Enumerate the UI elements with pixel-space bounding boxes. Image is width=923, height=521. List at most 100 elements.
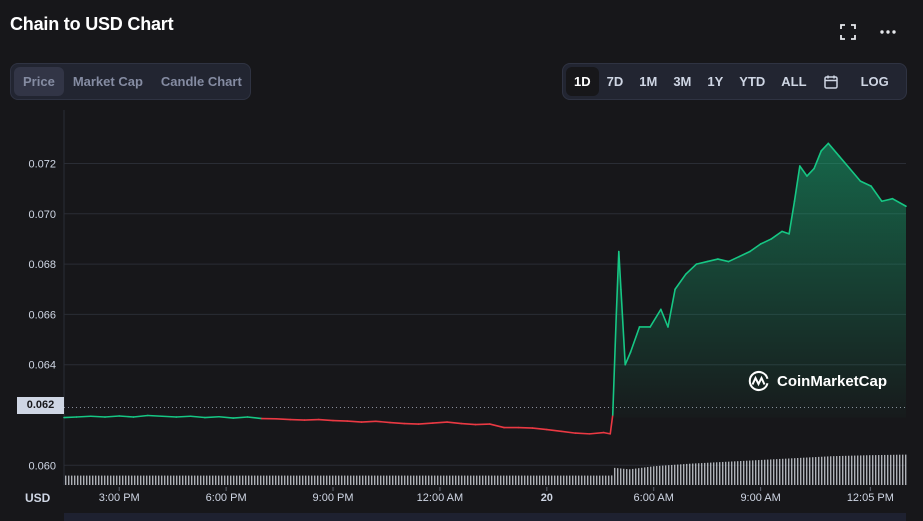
volume-bar [113, 475, 115, 485]
volume-bar [821, 456, 823, 485]
volume-bar [551, 475, 553, 485]
volume-bar [344, 475, 346, 485]
log-toggle[interactable]: LOG [860, 74, 889, 89]
volume-bar [893, 454, 895, 485]
volume-bar [797, 457, 799, 485]
volume-bar [758, 460, 760, 485]
price-line-segment [615, 250, 620, 316]
volume-bar [377, 475, 379, 485]
volume-bar [413, 475, 415, 485]
volume-bar [722, 461, 724, 485]
volume-bar [515, 475, 517, 485]
volume-bar [452, 475, 454, 485]
volume-bar [137, 475, 139, 485]
volume-bar [566, 475, 568, 485]
volume-bar [464, 475, 466, 485]
price-line-segment [118, 415, 135, 418]
more-dots-icon[interactable] [878, 22, 898, 42]
price-line-segment [546, 428, 562, 433]
volume-bar [602, 475, 604, 485]
volume-bar [752, 460, 754, 485]
volume-bar [569, 475, 571, 485]
volume-bar [293, 475, 295, 485]
calendar-icon[interactable] [815, 74, 847, 90]
volume-bar [104, 475, 106, 485]
expand-icon[interactable] [838, 22, 858, 42]
volume-bar [164, 475, 166, 485]
volume-bar [650, 466, 652, 485]
price-line-segment [75, 415, 92, 418]
volume-bar [419, 475, 421, 485]
range-ytd[interactable]: YTD [739, 74, 766, 89]
tab-market-cap[interactable]: Market Cap [72, 74, 143, 89]
range-1d[interactable]: 1D [566, 67, 599, 96]
volume-bar [275, 475, 277, 485]
volume-bar [524, 475, 526, 485]
volume-bar [422, 475, 424, 485]
volume-bar [77, 475, 79, 485]
price-line-segment [891, 197, 907, 208]
volume-bar [782, 458, 784, 485]
volume-bar [458, 475, 460, 485]
range-3m[interactable]: 3M [673, 74, 692, 89]
volume-bar [695, 463, 697, 485]
price-line-segment [446, 421, 463, 425]
tab-candle-chart[interactable]: Candle Chart [160, 74, 242, 89]
volume-bar [506, 475, 508, 485]
volume-bar [209, 475, 211, 485]
volume-bar [185, 475, 187, 485]
volume-bar [767, 459, 769, 485]
volume-bar [530, 475, 532, 485]
volume-bar [326, 475, 328, 485]
volume-bar [545, 475, 547, 485]
volume-bar [644, 467, 646, 485]
volume-bar [74, 475, 76, 485]
volume-bar [221, 475, 223, 485]
volume-bar [281, 475, 283, 485]
volume-bar [728, 461, 730, 485]
volume-bar [632, 468, 634, 485]
price-line-segment [431, 421, 448, 424]
tab-price[interactable]: Price [14, 67, 64, 96]
volume-bar [182, 475, 184, 485]
volume-bar [764, 459, 766, 485]
volume-bar [845, 455, 847, 485]
range-1y[interactable]: 1Y [707, 74, 724, 89]
price-line-segment [717, 258, 730, 263]
volume-bar [749, 460, 751, 485]
price-line-segment [781, 230, 790, 235]
price-line-segment [770, 230, 783, 240]
range-all[interactable]: ALL [781, 74, 807, 89]
volume-bar [89, 475, 91, 485]
range-1m[interactable]: 1M [639, 74, 658, 89]
volume-bar [257, 475, 259, 485]
volume-bar [233, 475, 235, 485]
volume-bar [854, 455, 856, 485]
volume-bar [887, 454, 889, 485]
volume-bar [362, 475, 364, 485]
volume-bar [392, 475, 394, 485]
volume-bar [863, 455, 865, 485]
x-tick-label: 20 [541, 492, 553, 504]
volume-bar [536, 475, 538, 485]
volume-bar [206, 475, 208, 485]
range-7d[interactable]: 7D [606, 74, 624, 89]
volume-bar [842, 455, 844, 485]
volume-bar [743, 460, 745, 485]
volume-bar [86, 475, 88, 485]
price-line-segment [827, 142, 840, 157]
x-tick-label: 9:00 AM [740, 492, 780, 504]
price-line-segment [146, 414, 163, 418]
volume-bar [779, 458, 781, 485]
price-line-segment [695, 260, 708, 265]
volume-bar [155, 475, 157, 485]
price-line-segment [684, 263, 698, 275]
volume-bar [725, 461, 727, 485]
volume-bar [539, 475, 541, 485]
volume-bar [572, 475, 574, 485]
price-line-segment [517, 426, 534, 429]
volume-bar [356, 475, 358, 485]
volume-bar [788, 458, 790, 485]
volume-bar [881, 454, 883, 485]
volume-bar [731, 461, 733, 485]
